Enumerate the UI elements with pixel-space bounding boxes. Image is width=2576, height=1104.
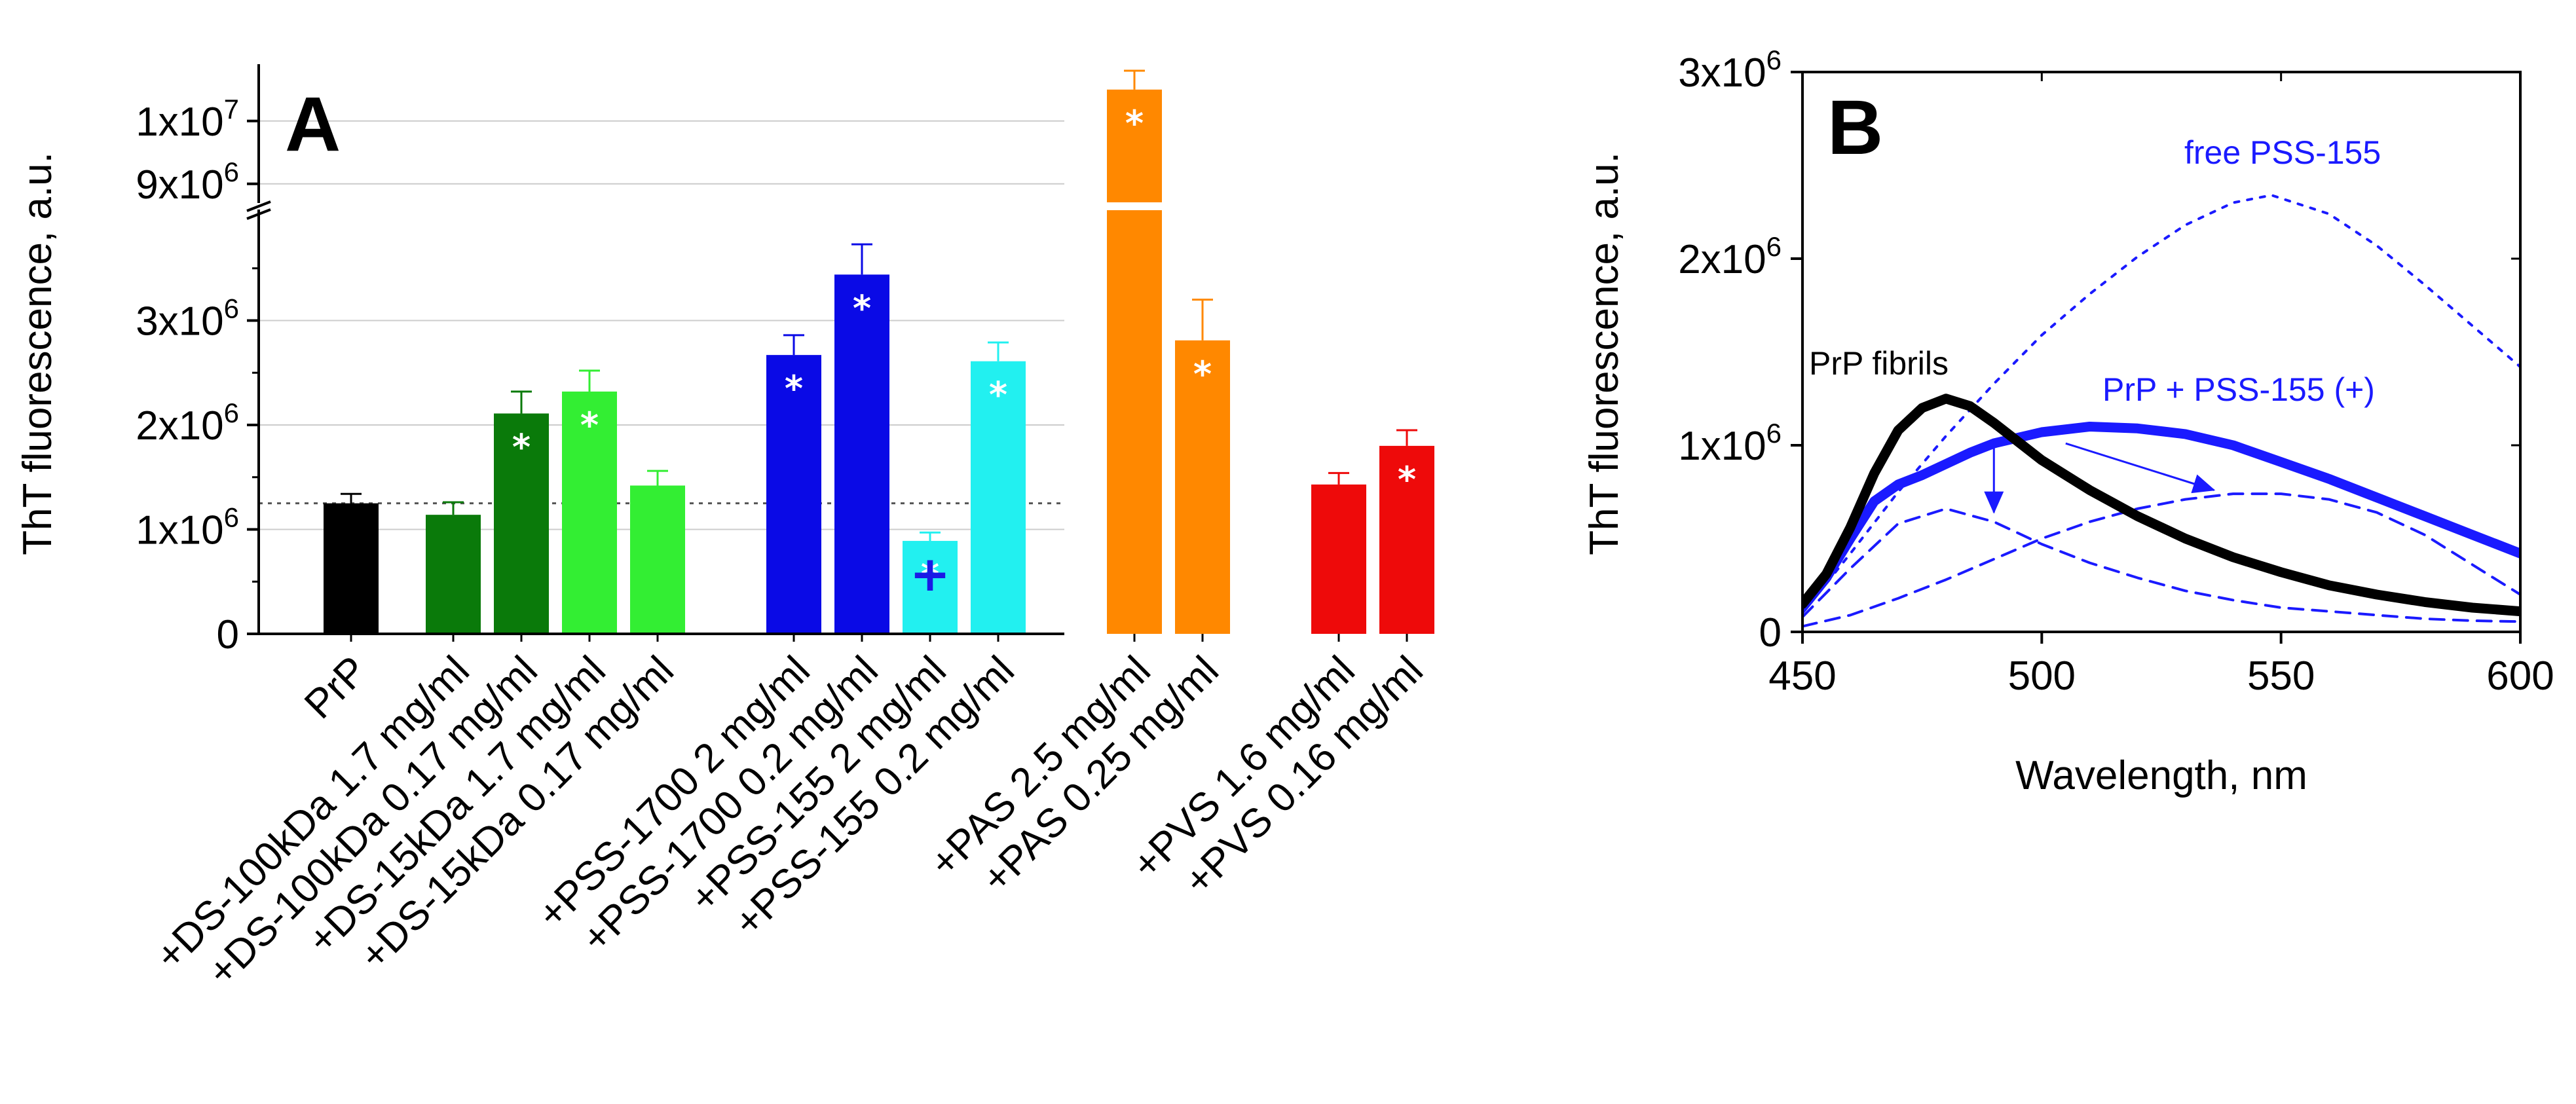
significance-star-7: * (921, 554, 939, 595)
x-tick-label-b-0: 450 (1768, 653, 1836, 699)
significance-star-10: * (1193, 354, 1212, 395)
plot-frame-b (1801, 71, 2522, 633)
bar-2 (494, 413, 549, 634)
bar-9 (1107, 89, 1162, 635)
y-tick-label-b-2-exponent: 6 (1766, 231, 1782, 262)
plus-marker: + (910, 546, 950, 602)
bar-3 (562, 391, 617, 634)
y-tick-label-b-0-base: 0 (1759, 610, 1782, 655)
significance-star-9: * (1125, 103, 1144, 144)
axis-break-mark-2 (246, 208, 271, 220)
y-tick-label-5-exponent: 7 (224, 94, 239, 124)
curve-annotation-1: free PSS-155 (2184, 134, 2381, 171)
significance-star-6: * (853, 287, 871, 329)
y-tick-label-4-base: 9x10 (136, 162, 223, 208)
x-axis-title-b: Wavelength, nm (2015, 753, 2307, 798)
significance-star-3: * (580, 405, 599, 446)
significance-star-2: * (512, 426, 531, 468)
series-line-4 (1802, 492, 2520, 628)
series-line-1 (1802, 422, 2520, 613)
y-tick-label-5-base: 1x10 (136, 100, 223, 145)
y-tick-label-4: 9x106 (136, 156, 239, 208)
y-tick-label-1-exponent: 6 (224, 502, 239, 533)
y-tick-label-3-base: 3x10 (136, 299, 223, 344)
y-tick-label-b-3: 3x106 (1678, 45, 1782, 96)
y-tick-label-b-3-exponent: 6 (1766, 45, 1782, 75)
y-axis-title-b: ThT fluorescence, a.u. (1582, 152, 1627, 555)
bar-4 (630, 485, 685, 634)
y-axis-title-a: ThT fluorescence, a.u. (15, 152, 60, 555)
y-tick-label-b-2-base: 2x10 (1678, 237, 1766, 282)
bar-7 (903, 541, 958, 634)
curve-annotation-0: PrP fibrils (1809, 345, 1949, 382)
bar-10 (1175, 340, 1230, 634)
bar-1 (426, 515, 481, 634)
bar-12 (1379, 445, 1434, 634)
curve-annotation-2: PrP + PSS-155 (+) (2102, 371, 2375, 408)
y-tick-label-b-2: 2x106 (1678, 231, 1782, 282)
y-tick-label-1-base: 1x10 (136, 508, 223, 553)
bar-break-gap-9 (1106, 202, 1163, 210)
axis-break-mark-1 (246, 200, 271, 212)
panel-a: *********+01x1062x1063x1069x1061x107ThT … (15, 64, 1434, 995)
series-line-2 (1802, 194, 2520, 615)
y-tick-label-1: 1x106 (136, 502, 239, 553)
significance-star-12: * (1398, 459, 1416, 500)
y-tick-label-b-3-base: 3x10 (1678, 50, 1766, 96)
bar-0 (324, 503, 379, 634)
significance-star-5: * (785, 368, 803, 409)
x-tick-label-b-1: 500 (2008, 653, 2076, 699)
arrow-right (2065, 442, 2216, 494)
y-tick-label-5: 1x107 (136, 94, 239, 145)
y-tick-label-b-1-base: 1x10 (1678, 424, 1766, 469)
y-tick-label-0-base: 0 (217, 612, 239, 657)
y-tick-label-3: 3x106 (136, 293, 239, 344)
panel-b: 450 500 550 60001x1062x1063x106Wavelength, … (1582, 45, 2554, 798)
series-line-3 (1802, 507, 2520, 623)
x-tick-label-b-3: 600 (2486, 653, 2554, 699)
category-label-0: PrP (296, 648, 376, 727)
curves-b (1802, 194, 2520, 628)
series-line-0 (1802, 394, 2520, 617)
x-tick-label-b-2: 550 (2247, 653, 2315, 699)
bar-11 (1311, 484, 1366, 634)
y-tick-label-b-0: 0 (1759, 610, 1782, 655)
panel-label-b: B (1827, 84, 1883, 171)
y-tick-label-b-1-exponent: 6 (1766, 418, 1782, 449)
bar-8 (971, 361, 1026, 634)
bar-6 (834, 274, 889, 634)
y-tick-label-2-base: 2x10 (136, 403, 223, 449)
y-tick-label-3-exponent: 6 (224, 293, 239, 324)
y-tick-label-0: 0 (217, 612, 239, 657)
y-tick-label-b-1: 1x106 (1678, 418, 1782, 469)
y-tick-label-4-exponent: 6 (224, 156, 239, 187)
panel-label-a: A (285, 81, 341, 168)
y-tick-label-2-exponent: 6 (224, 397, 239, 428)
y-tick-label-2: 2x106 (136, 397, 239, 449)
significance-star-8: * (989, 375, 1007, 416)
bar-5 (766, 355, 821, 634)
